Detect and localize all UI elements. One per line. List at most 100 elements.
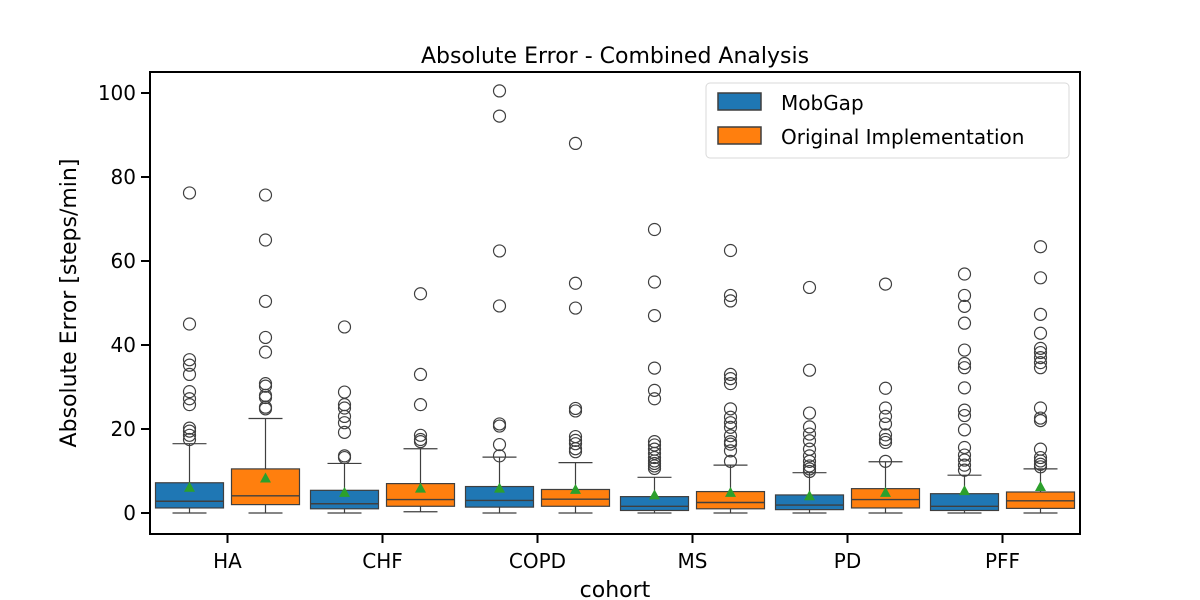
outlier-point [258, 345, 273, 359]
outlier-point [802, 434, 817, 448]
outlier-point [337, 416, 352, 430]
x-tick-label: PFF [985, 549, 1020, 573]
outlier-point [723, 288, 738, 303]
x-tick-label: HA [213, 549, 242, 573]
outlier-point [647, 450, 662, 465]
outlier-point [413, 367, 428, 381]
outlier-point [492, 84, 507, 98]
y-tick-label: 40 [111, 333, 136, 357]
outlier-point [413, 287, 428, 301]
outlier-point [568, 136, 583, 150]
mean-marker [260, 472, 271, 483]
outlier-point [568, 433, 583, 447]
outlier-point [878, 454, 893, 468]
outlier-point [413, 432, 428, 447]
outlier-point [568, 437, 583, 451]
outlier-point [802, 406, 817, 420]
outlier-point [723, 243, 738, 258]
box-group [929, 267, 1000, 514]
box-group [619, 222, 690, 514]
outlier-point [957, 448, 972, 462]
outlier-point [878, 417, 893, 431]
y-tick-label: 20 [111, 417, 136, 441]
mean-marker [184, 481, 195, 492]
outlier-point [1033, 442, 1048, 456]
outlier-point [723, 402, 738, 416]
outlier-point [957, 463, 972, 477]
outlier-point [878, 428, 893, 442]
outlier-point [647, 383, 662, 397]
outlier-point [1033, 401, 1048, 415]
outlier-point [647, 222, 662, 237]
outlier-point [878, 432, 893, 447]
outlier-point [182, 353, 197, 367]
outlier-point [802, 420, 817, 434]
outlier-point [413, 398, 428, 412]
y-axis-label: Absolute Error [steps/min] [57, 159, 82, 448]
outlier-point [802, 462, 817, 476]
y-axis: 0 20 40 60 80 100 [98, 81, 150, 525]
box-group [774, 280, 845, 514]
box-group [850, 277, 921, 514]
mean-marker [415, 482, 426, 493]
mean-marker [725, 486, 736, 497]
outlier-point [1033, 457, 1048, 471]
outlier-point [337, 449, 352, 463]
outlier-point [258, 233, 273, 247]
outlier-point [1033, 341, 1048, 355]
outlier-point [1033, 450, 1048, 465]
outlier-point [723, 410, 738, 424]
outlier-point [337, 401, 352, 415]
outlier-point [723, 367, 738, 381]
mean-marker [339, 486, 350, 497]
mean-marker [649, 489, 660, 500]
outlier-point [723, 454, 738, 468]
outlier-point [802, 427, 817, 441]
y-tick-label: 60 [111, 249, 136, 273]
outlier-point [957, 316, 972, 330]
box-iqr [929, 493, 1000, 512]
box-group [309, 320, 380, 514]
outlier-point [258, 294, 273, 308]
outlier-point [492, 109, 507, 123]
outlier-point [647, 309, 662, 323]
outlier-point [647, 361, 662, 375]
outlier-point [802, 449, 817, 463]
box-group [540, 136, 611, 514]
outlier-point [957, 440, 972, 455]
outlier-point [182, 385, 197, 399]
outlier-point [723, 294, 738, 308]
outlier-point [957, 403, 972, 417]
outlier-point [568, 445, 583, 459]
outlier-point [723, 444, 738, 458]
outlier-point [337, 425, 352, 439]
outlier-point [878, 435, 893, 450]
outlier-point [957, 361, 972, 375]
outlier-point [182, 317, 197, 331]
outlier-point [647, 442, 662, 456]
outlier-point [647, 438, 662, 452]
x-axis-label: cohort [580, 578, 651, 600]
box-group [230, 188, 301, 514]
outlier-point [957, 356, 972, 371]
outlier-point [1033, 240, 1048, 254]
plot-layer [154, 84, 1076, 514]
plot-frame [149, 71, 1081, 535]
outlier-point [723, 372, 738, 386]
box-group [385, 287, 456, 513]
x-tick-label: COPD [509, 549, 566, 573]
outlier-point [957, 288, 972, 303]
outlier-point [1033, 307, 1048, 321]
outlier-point [568, 276, 583, 290]
outlier-point [723, 420, 738, 434]
outlier-point [878, 277, 893, 291]
outlier-point [182, 186, 197, 200]
outlier-point [182, 367, 197, 381]
outlier-point [182, 392, 197, 406]
mean-marker [959, 485, 970, 496]
outlier-point [802, 459, 817, 473]
outlier-point [182, 432, 197, 447]
outlier-point [1033, 345, 1048, 360]
legend-swatch-original [717, 126, 762, 145]
outlier-point [723, 377, 738, 391]
